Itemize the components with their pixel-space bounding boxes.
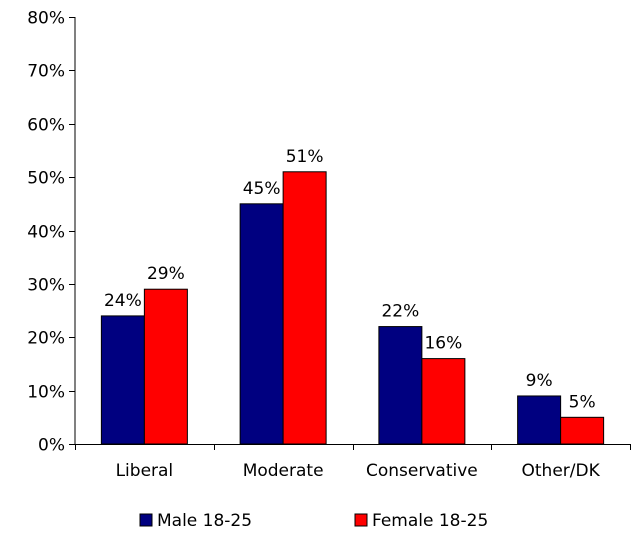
data-label: 45% — [243, 179, 281, 199]
data-label: 9% — [526, 371, 553, 391]
x-tick-label: Other/DK — [522, 461, 601, 481]
data-label: 51% — [286, 147, 324, 167]
data-label: 29% — [147, 264, 185, 284]
legend-label: Female 18-25 — [372, 511, 488, 531]
bar — [143, 288, 188, 445]
legend: Male 18-25 Female 18-25 — [139, 511, 488, 531]
y-tick-label: 60% — [27, 116, 65, 136]
data-label: 16% — [424, 334, 462, 354]
bar — [378, 326, 423, 445]
data-label: 22% — [381, 302, 419, 322]
legend-swatch — [139, 513, 153, 527]
x-tick-label: Conservative — [366, 461, 478, 481]
x-axis: Liberal Moderate Conservative Other/DK — [75, 444, 631, 481]
y-tick-label: 0% — [38, 436, 65, 456]
bar — [560, 416, 605, 445]
bar — [517, 395, 562, 445]
legend-label: Male 18-25 — [157, 511, 252, 531]
legend-swatch — [354, 513, 368, 527]
y-tick-label: 20% — [27, 329, 65, 349]
data-label: 5% — [569, 392, 596, 412]
bars — [100, 171, 605, 445]
y-tick-label: 10% — [27, 383, 65, 403]
y-tick-label: 50% — [27, 169, 65, 189]
y-tick-label: 80% — [27, 9, 65, 29]
bar — [239, 203, 284, 445]
bar — [421, 358, 466, 445]
x-tick-label: Liberal — [116, 461, 174, 481]
bar — [100, 315, 145, 445]
y-tick-label: 70% — [27, 62, 65, 82]
y-axis: 0% 10% 20% 30% 40% 50% 60% 70% 80% — [27, 9, 76, 456]
y-tick-label: 30% — [27, 276, 65, 296]
bar — [282, 171, 327, 445]
data-labels: 24%29% 45%51% 22%16% 9% 5% — [104, 147, 596, 413]
data-label: 24% — [104, 291, 142, 311]
x-tick-label: Moderate — [243, 461, 324, 481]
y-tick-label: 40% — [27, 223, 65, 243]
